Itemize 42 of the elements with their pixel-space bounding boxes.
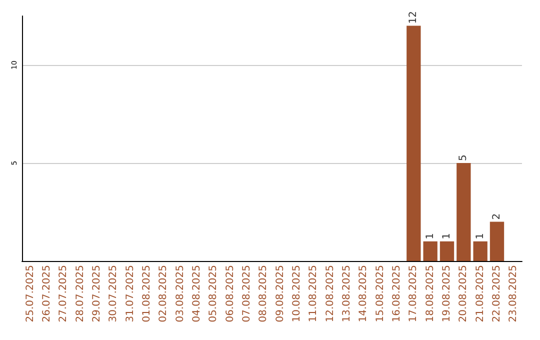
x-tick-label: 10.08.2025 xyxy=(292,265,302,322)
bar xyxy=(473,241,488,261)
x-tick-label: 20.08.2025 xyxy=(458,265,470,322)
x-tick-label: 21.08.2025 xyxy=(474,265,486,322)
x-tick-label: 06.08.2025 xyxy=(224,265,236,322)
x-tick-label: 25.07.2025 xyxy=(24,265,36,322)
x-tick-label: 31.07.2025 xyxy=(124,265,136,322)
x-tick-label: 18.08.2025 xyxy=(424,265,436,322)
x-tick-label: 13.08.2025 xyxy=(342,265,352,322)
x-tick-label: 26.07.2025 xyxy=(42,265,52,322)
x-tick-label: 30.07.2025 xyxy=(108,265,120,322)
x-tick-label: 27.07.2025 xyxy=(58,265,70,322)
x-tick-label: 12.08.2025 xyxy=(324,265,336,322)
data-label: 2 xyxy=(492,213,502,220)
x-tick-label: 05.08.2025 xyxy=(208,265,220,322)
x-tick-label: 17.08.2025 xyxy=(408,265,420,322)
data-label: 5 xyxy=(458,154,470,161)
data-label: 1 xyxy=(442,233,452,240)
bar xyxy=(406,26,421,261)
data-label: 12 xyxy=(408,11,420,24)
x-tick-label: 09.08.2025 xyxy=(274,265,286,322)
x-tick-label: 15.08.2025 xyxy=(374,265,386,322)
x-tick-label: 04.08.2025 xyxy=(192,265,202,322)
x-tick-label: 03.08.2025 xyxy=(174,265,186,322)
x-tick-label: 02.08.2025 xyxy=(158,265,170,322)
x-tick-label: 08.08.2025 xyxy=(258,265,270,322)
x-tick-label: 07.08.2025 xyxy=(242,265,252,322)
x-tick-label: 28.07.2025 xyxy=(74,265,86,322)
x-tick-label: 14.08.2025 xyxy=(358,265,370,322)
x-tick-label: 11.08.2025 xyxy=(308,265,320,322)
x-tick-label: 19.08.2025 xyxy=(442,265,452,322)
bar xyxy=(423,241,438,261)
x-tick-label: 29.07.2025 xyxy=(92,265,102,322)
bar xyxy=(490,222,504,261)
bar xyxy=(440,241,454,261)
bar xyxy=(456,163,471,261)
x-tick-label: 22.08.2025 xyxy=(492,265,502,322)
data-label: 1 xyxy=(474,233,486,240)
x-tick-label: 23.08.2025 xyxy=(508,265,520,322)
data-label: 1 xyxy=(424,233,436,240)
x-tick-label: 16.08.2025 xyxy=(392,265,402,322)
x-tick-label: 01.08.2025 xyxy=(142,265,152,322)
